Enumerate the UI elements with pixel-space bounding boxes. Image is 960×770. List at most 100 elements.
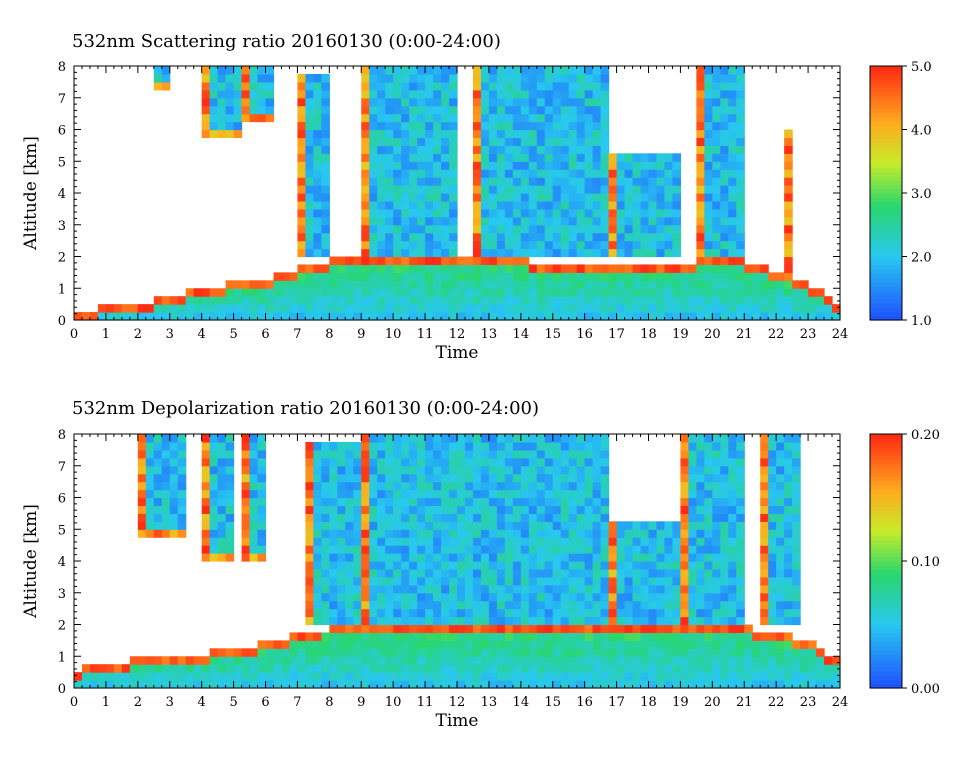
heatmap-cell [425, 208, 434, 218]
heatmap-cell [496, 457, 506, 467]
heatmap-cell [512, 672, 522, 681]
heatmap-cell [800, 640, 809, 649]
heatmap-cell [664, 216, 674, 226]
heatmap-cell [329, 497, 338, 507]
heatmap-cell [616, 232, 626, 242]
heatmap-cell [640, 576, 650, 586]
colorbar-segment [870, 582, 902, 587]
heatmap-cell [712, 568, 721, 578]
colorbar-segment [870, 99, 902, 105]
heatmap-cell [632, 616, 642, 626]
colorbar-segment [870, 197, 902, 203]
heatmap-cell [313, 288, 322, 297]
heatmap-cell [552, 584, 562, 594]
heatmap-cell [297, 648, 306, 657]
heatmap-cell [369, 648, 378, 657]
heatmap-cell [568, 129, 578, 139]
heatmap-cell [536, 561, 546, 570]
heatmap-cell [425, 505, 434, 514]
heatmap-cell [385, 505, 394, 514]
x-tick-label: 8 [325, 695, 333, 710]
heatmap-cell [536, 473, 546, 483]
heatmap-cell [656, 568, 666, 578]
heatmap-cell [488, 513, 498, 522]
heatmap-cell [656, 216, 666, 226]
heatmap-cell [576, 89, 586, 99]
heatmap-cell [488, 113, 498, 123]
heatmap-cell [425, 296, 434, 305]
heatmap-cell [441, 169, 450, 178]
heatmap-cell [632, 216, 642, 226]
colorbar: 1.02.03.04.05.0 [869, 60, 932, 329]
heatmap-cell [576, 185, 586, 194]
heatmap-cell [776, 465, 785, 475]
heatmap-cell [321, 73, 330, 83]
heatmap-cell [632, 240, 642, 250]
heatmap-cell [728, 584, 737, 594]
heatmap-cell [736, 616, 745, 626]
heatmap-cell [584, 592, 594, 602]
heatmap-cell [449, 105, 458, 115]
heatmap-cell [457, 584, 466, 594]
heatmap-cell [265, 672, 275, 681]
heatmap-cell [704, 280, 713, 289]
heatmap-cell [760, 537, 769, 546]
heatmap-cell [720, 449, 729, 459]
heatmap-cell [648, 177, 658, 186]
heatmap-cell [241, 97, 251, 107]
heatmap-cell [209, 97, 219, 107]
heatmap-cell [584, 576, 594, 586]
heatmap-cell [512, 600, 522, 610]
heatmap-cell [696, 489, 705, 499]
heatmap-cell [305, 640, 314, 649]
heatmap-cell [313, 89, 322, 99]
x-tick-label: 1 [102, 695, 110, 710]
heatmap-cell [464, 449, 474, 459]
heatmap-cell [201, 296, 211, 305]
heatmap-cell [720, 664, 729, 673]
heatmap-cell [600, 680, 610, 689]
heatmap-cell [393, 153, 402, 162]
heatmap-cell [480, 232, 490, 242]
heatmap-cell [640, 312, 650, 321]
heatmap-cell [353, 312, 362, 321]
heatmap-cell [704, 66, 713, 75]
heatmap-cell [728, 264, 737, 273]
heatmap-cell [313, 664, 322, 673]
heatmap-cell [768, 576, 777, 586]
heatmap-cell [185, 656, 195, 665]
heatmap-cell [688, 529, 697, 538]
heatmap-cell [297, 224, 306, 234]
heatmap-cell [744, 664, 753, 673]
heatmap-cell [385, 608, 394, 618]
heatmap-cell [512, 272, 522, 281]
heatmap-cell [568, 224, 578, 234]
heatmap-cell [688, 497, 697, 507]
heatmap-cell [201, 312, 211, 321]
heatmap-cell [520, 200, 530, 210]
heatmap-cell [576, 664, 586, 673]
heatmap-cell [409, 129, 418, 139]
heatmap-cell [624, 656, 634, 665]
heatmap-cell [536, 97, 546, 107]
heatmap-cell [209, 129, 219, 139]
heatmap-cell [233, 129, 243, 139]
x-tick-label: 14 [513, 695, 530, 710]
heatmap-cell [632, 232, 642, 242]
heatmap-cell [720, 73, 729, 83]
heatmap-cell [504, 434, 514, 443]
heatmap-cell [488, 529, 498, 538]
heatmap-cell [313, 672, 322, 681]
heatmap-cell [257, 97, 267, 107]
heatmap-cell [249, 473, 259, 483]
heatmap-cell [433, 600, 442, 610]
heatmap-cell [137, 529, 147, 538]
heatmap-cell [704, 185, 713, 194]
heatmap-cell [720, 129, 729, 139]
heatmap-cell [544, 529, 554, 538]
heatmap-cell [712, 561, 721, 570]
heatmap-cell [321, 680, 330, 689]
heatmap-cell [608, 632, 618, 641]
heatmap-cell [576, 600, 586, 610]
heatmap-cell [768, 521, 777, 530]
